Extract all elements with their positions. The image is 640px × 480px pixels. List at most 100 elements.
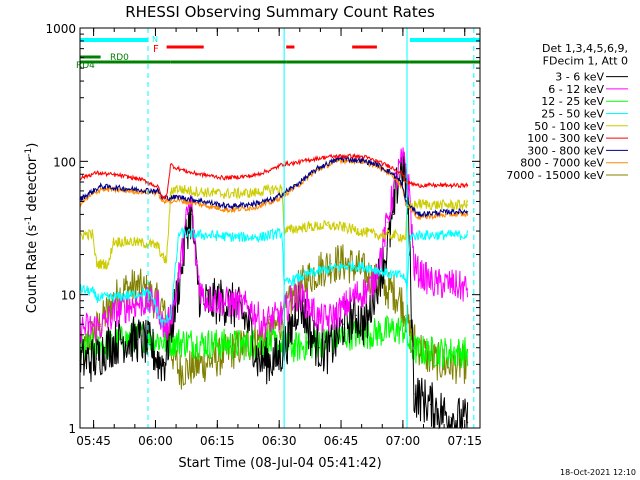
data-point bbox=[330, 263, 333, 265]
data-point bbox=[293, 347, 295, 349]
data-point bbox=[335, 340, 337, 342]
data-point bbox=[256, 340, 258, 342]
data-point bbox=[376, 163, 378, 165]
data-point bbox=[100, 185, 102, 187]
data-point bbox=[116, 310, 118, 312]
data-point bbox=[273, 200, 275, 203]
data-point bbox=[256, 314, 258, 316]
data-point bbox=[128, 241, 131, 243]
data-point bbox=[417, 216, 419, 218]
data-point bbox=[409, 253, 411, 256]
data-point bbox=[339, 261, 341, 263]
y-tick-label: 100 bbox=[53, 155, 76, 169]
data-point bbox=[438, 204, 440, 206]
data-point bbox=[170, 163, 172, 165]
data-point bbox=[133, 303, 135, 305]
data-point bbox=[182, 341, 184, 343]
data-point bbox=[405, 328, 407, 330]
data-point bbox=[363, 323, 366, 325]
timestamp-footer: 18-Oct-2021 12:10 bbox=[560, 468, 636, 477]
x-tick-label: 05:45 bbox=[76, 434, 111, 448]
data-point bbox=[392, 175, 394, 177]
data-point bbox=[289, 300, 291, 302]
data-point bbox=[248, 307, 250, 309]
y-tick-label: 10 bbox=[61, 289, 76, 303]
data-point bbox=[339, 157, 341, 160]
data-point bbox=[405, 200, 407, 203]
data-point bbox=[318, 166, 320, 168]
data-point bbox=[326, 156, 328, 158]
plot-frame bbox=[79, 27, 481, 429]
data-point bbox=[91, 233, 93, 235]
data-point bbox=[227, 205, 230, 207]
data-point bbox=[281, 232, 283, 234]
data-point bbox=[95, 172, 98, 174]
data-point bbox=[203, 297, 205, 299]
data-point bbox=[108, 263, 110, 265]
data-point bbox=[417, 203, 419, 205]
data-point bbox=[417, 234, 419, 236]
series-6-12-kev bbox=[79, 147, 469, 344]
data-point bbox=[429, 403, 432, 406]
data-point bbox=[392, 173, 394, 175]
data-point bbox=[163, 361, 166, 364]
data-point bbox=[273, 188, 275, 190]
data-point bbox=[149, 243, 151, 245]
data-point bbox=[359, 159, 361, 161]
data-point bbox=[178, 196, 180, 198]
data-point bbox=[326, 224, 328, 227]
x-tick-label: 06:15 bbox=[200, 434, 235, 448]
data-point bbox=[355, 294, 357, 296]
data-point bbox=[405, 314, 407, 316]
data-point bbox=[199, 283, 201, 285]
y-axis-label-part: Count Rate (s bbox=[25, 225, 40, 314]
data-point bbox=[166, 328, 168, 330]
chart-title: RHESSI Observing Summary Count Rates bbox=[125, 3, 435, 21]
data-point bbox=[260, 236, 262, 238]
data-point bbox=[355, 314, 357, 316]
data-point bbox=[157, 186, 159, 188]
data-point bbox=[248, 323, 250, 325]
data-point bbox=[95, 263, 98, 265]
data-point bbox=[260, 360, 262, 362]
data-point bbox=[203, 342, 205, 345]
data-point bbox=[368, 319, 370, 321]
data-point bbox=[368, 333, 370, 335]
data-point bbox=[95, 297, 98, 299]
data-point bbox=[359, 230, 361, 232]
data-point bbox=[442, 412, 444, 414]
data-point bbox=[157, 303, 159, 305]
data-point bbox=[112, 241, 114, 243]
data-point bbox=[376, 234, 378, 236]
data-point bbox=[203, 234, 205, 236]
y-axis-label-part: -1 bbox=[24, 216, 34, 225]
data-point bbox=[166, 195, 168, 197]
data-point bbox=[326, 319, 328, 321]
data-point bbox=[178, 232, 180, 234]
data-point bbox=[112, 297, 114, 299]
x-tick-label: 06:00 bbox=[138, 434, 173, 448]
data-point bbox=[149, 344, 151, 346]
data-point bbox=[310, 159, 312, 161]
data-point bbox=[293, 162, 295, 164]
data-point bbox=[269, 360, 271, 362]
data-point bbox=[289, 334, 291, 336]
data-point bbox=[392, 274, 394, 276]
data-point bbox=[293, 187, 295, 189]
data-point bbox=[343, 307, 345, 309]
data-point bbox=[417, 184, 419, 186]
flag-tag-f: F bbox=[153, 44, 159, 55]
data-point bbox=[277, 358, 279, 360]
x-axis-label: Start Time (08-Jul-04 05:41:42) bbox=[178, 456, 381, 471]
data-point bbox=[310, 334, 312, 336]
data-point bbox=[467, 288, 469, 290]
legend: Det 1,3,4,5,6,9,FDecim 1, Att 0 3 - 6 keV… bbox=[506, 42, 628, 182]
data-point bbox=[318, 347, 320, 349]
data-point bbox=[434, 283, 436, 285]
data-point bbox=[194, 365, 197, 367]
data-point bbox=[244, 344, 246, 346]
y-axis-label: Count Rate (s-1 detector-1) bbox=[24, 143, 40, 314]
series-trace bbox=[79, 155, 468, 218]
data-point bbox=[223, 193, 225, 195]
